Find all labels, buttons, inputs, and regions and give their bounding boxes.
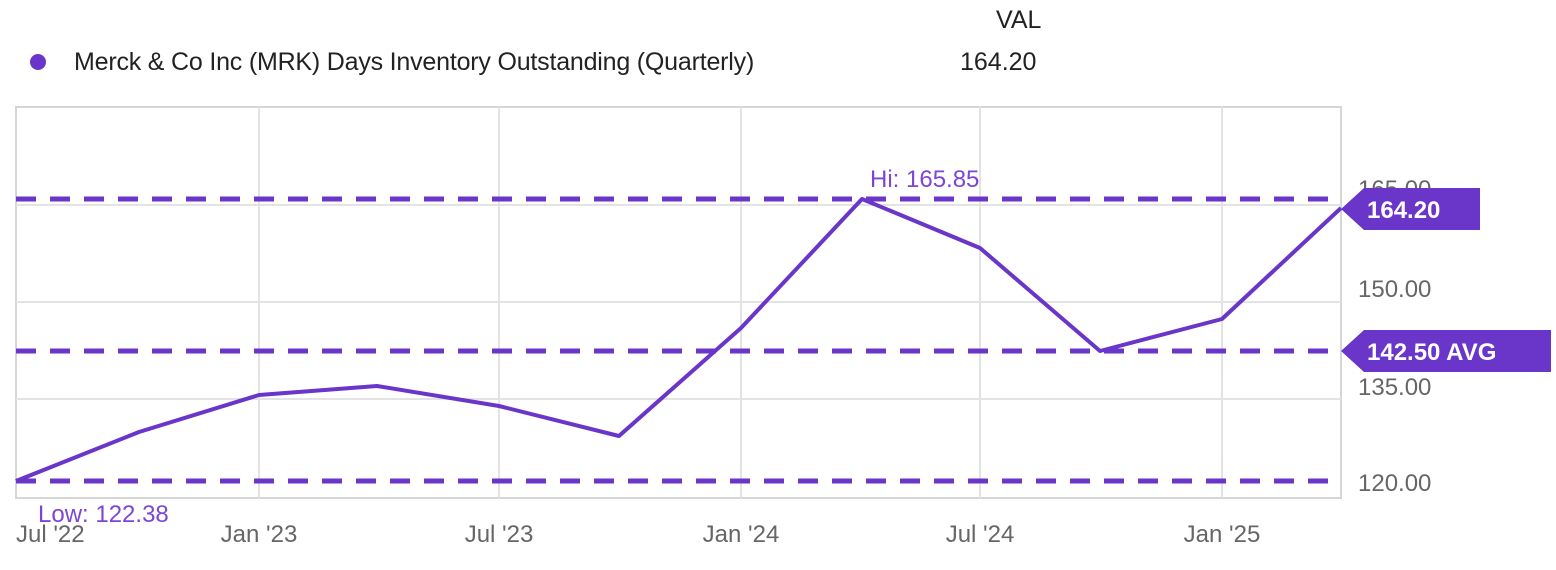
x-tick-label: Jan '23 [221,521,298,548]
legend-header: VAL [996,6,1042,34]
y-tick-label: 135.00 [1358,374,1431,401]
x-tick-label: Jul '23 [465,521,534,548]
x-tick-label: Jan '25 [1184,521,1261,548]
high-annotation: Hi: 165.85 [870,166,979,193]
y-tick-label: 120.00 [1358,470,1431,497]
current-value-tag-text: 164.20 [1367,197,1440,224]
average-value-tag: 142.50 AVG [1341,330,1551,372]
legend-series-value: 164.20 [960,48,1037,76]
current-value-tag: 164.20 [1341,188,1480,230]
legend-series-label: Merck & Co Inc (MRK) Days Inventory Outs… [74,47,755,76]
series-line[interactable] [15,197,1343,483]
x-tick-label: Jul '24 [946,521,1015,548]
circle-dot-icon [30,54,46,70]
legend-row[interactable]: Merck & Co Inc (MRK) Days Inventory Outs… [30,44,754,80]
vertical-gridlines [258,107,1223,498]
low-annotation: Low: 122.38 [38,501,169,528]
x-tick-label: Jan '24 [703,521,780,548]
reference-lines [16,196,1334,484]
y-tick-label: 150.00 [1358,276,1431,303]
average-value-tag-text: 142.50 AVG [1367,339,1496,366]
x-axis: Jul '22 Jan '23 Jul '23 Jan '24 Jul '24 … [16,521,1260,548]
horizontal-gridlines [16,204,1341,400]
x-tick-label: Jul '22 [16,521,85,548]
